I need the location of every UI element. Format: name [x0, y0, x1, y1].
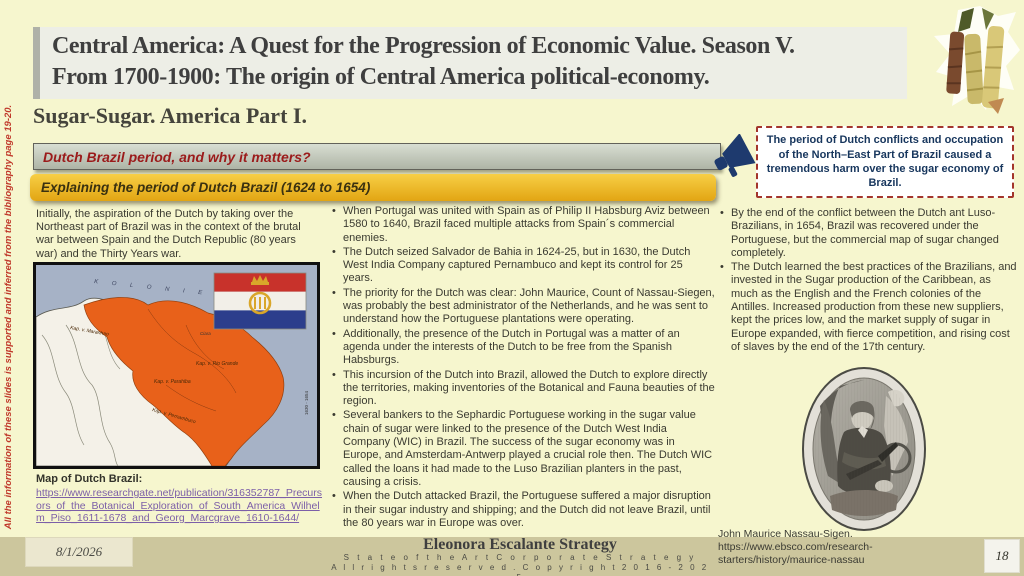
portrait-caption: John Maurice Nassau-Sigen. https://www.e…: [718, 528, 873, 566]
footer-center: Eleonora Escalante Strategy S t a t e o …: [330, 536, 710, 576]
callout-box: The period of Dutch conflicts and occupa…: [756, 126, 1014, 198]
slide-title-line2: From 1700-1900: The origin of Central Am…: [52, 64, 710, 90]
bullet-item: Several bankers to the Sephardic Portugu…: [330, 409, 715, 489]
map-label-parahiba: Kap. v. Parahiba: [154, 379, 191, 385]
bullet-item: This incursion of the Dutch into Brazil,…: [330, 369, 715, 409]
bibliography-side-note: All the information of these slides is s…: [3, 104, 14, 530]
slide-title-line1: Central America: A Quest for the Progres…: [52, 33, 795, 59]
column1-intro: Initially, the aspiration of the Dutch b…: [36, 208, 301, 260]
footer-brand: Eleonora Escalante Strategy: [423, 536, 617, 553]
sugar-cane-image: [928, 6, 1022, 118]
bullet-item: The Dutch seized Salvador de Bahia in 16…: [330, 246, 715, 286]
bullet-item: By the end of the conflict between the D…: [718, 207, 1017, 260]
bullet-item: The priority for the Dutch was clear: Jo…: [330, 287, 715, 327]
map-label-rio-grande: Kap. v. Rio Grande: [196, 361, 238, 367]
footer-copyright: A l l r i g h t s r e s e r v e d . C o …: [331, 563, 709, 576]
banner-question-label: Dutch Brazil period, and why it matters?: [43, 148, 311, 165]
map-label-ceara: Ciara: [200, 331, 211, 336]
map-label-years: 1630 - 1654: [304, 390, 309, 415]
column3: By the end of the conflict between the D…: [718, 207, 1017, 355]
banner-topic: Explaining the period of Dutch Brazil (1…: [30, 174, 716, 201]
bullet-item: When the Dutch attacked Brazil, the Port…: [330, 490, 715, 530]
column2: When Portugal was united with Spain as o…: [330, 205, 715, 531]
megaphone-icon: [708, 133, 758, 180]
page-number-box: 18: [984, 539, 1020, 573]
bullet-item: When Portugal was united with Spain as o…: [330, 205, 715, 245]
date-box: 8/1/2026: [25, 537, 133, 567]
nassau-portrait-image: [800, 366, 928, 532]
footer-strip: [0, 537, 1024, 576]
banner-topic-label: Explaining the period of Dutch Brazil (1…: [41, 180, 371, 195]
page-number: 18: [995, 548, 1009, 563]
footer-tagline: S t a t e o f t h e A r t C o r p o r a …: [343, 553, 697, 562]
map-source-link[interactable]: https://www.researchgate.net/publication…: [36, 487, 323, 524]
dutch-brazil-map: K O L O N I E Kap. v. Maranhao Kap. v. P…: [33, 262, 320, 469]
title-panel: Central America: A Quest for the Progres…: [33, 27, 907, 99]
section-subtitle: Sugar-Sugar. America Part I.: [33, 103, 307, 128]
bullet-item: Additionally, the presence of the Dutch …: [330, 328, 715, 368]
slide-date: 8/1/2026: [55, 544, 103, 559]
banner-question: Dutch Brazil period, and why it matters?: [33, 143, 721, 170]
map-caption: Map of Dutch Brazil:: [36, 473, 143, 485]
callout-text: The period of Dutch conflicts and occupa…: [766, 134, 1004, 190]
bullet-item: The Dutch learned the best practices of …: [718, 261, 1017, 354]
